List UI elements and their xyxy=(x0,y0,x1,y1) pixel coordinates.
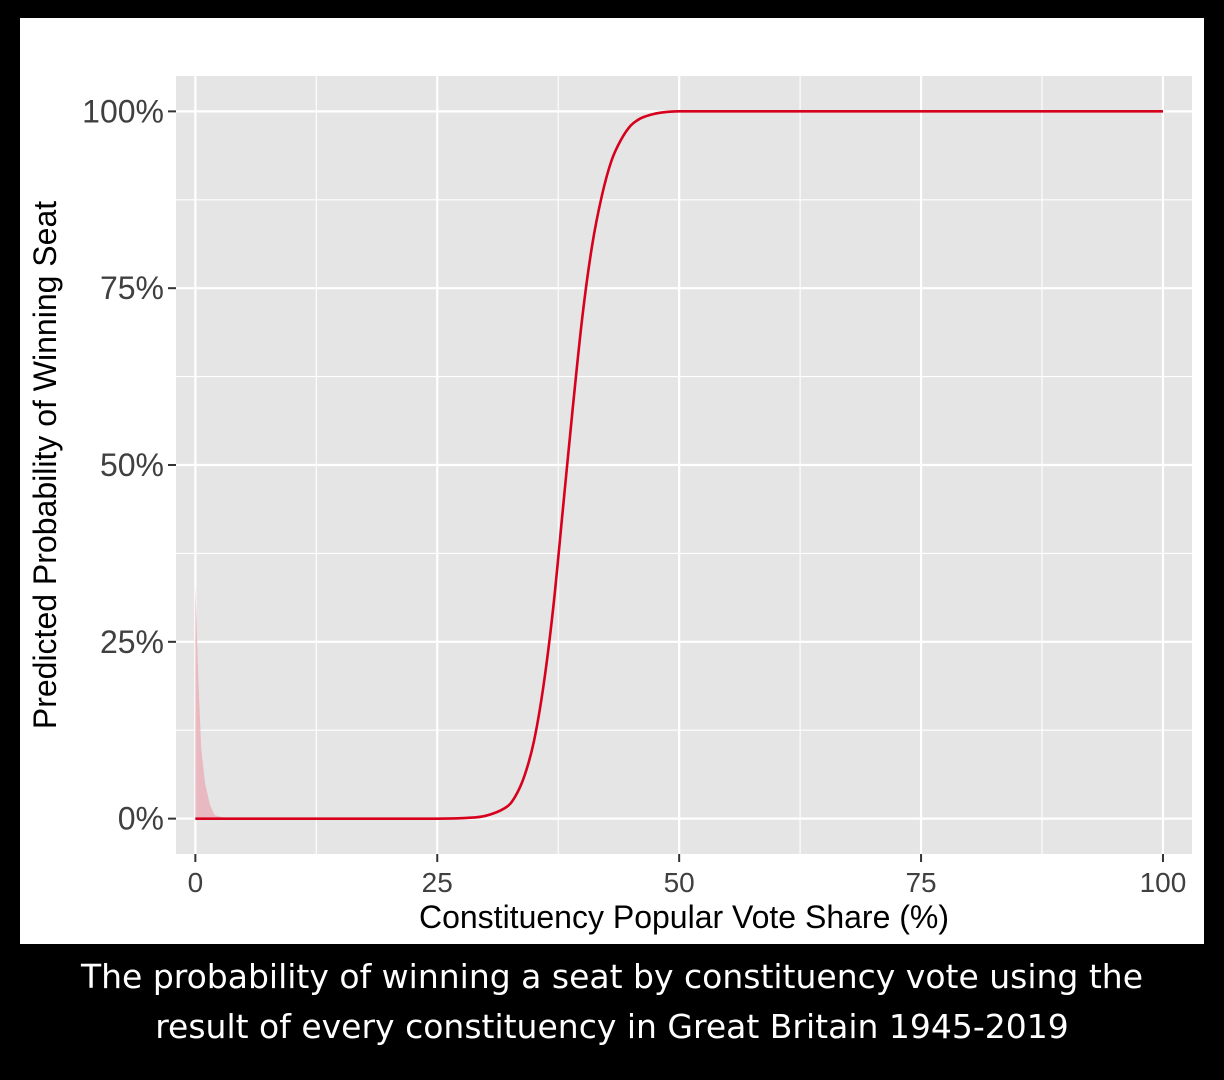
x-tick-label: 25 xyxy=(422,867,453,898)
y-axis-label: Predicted Probability of Winning Seat xyxy=(27,201,63,729)
x-tick-label: 75 xyxy=(905,867,936,898)
series-line xyxy=(195,110,1163,820)
figure-caption: The probability of winning a seat by con… xyxy=(0,944,1224,1080)
x-tick-label: 0 xyxy=(188,867,204,898)
x-tick-label: 50 xyxy=(664,867,695,898)
confidence-ribbon xyxy=(195,585,293,819)
chart: 0 25 50 75 100 0% 25% 50% 75% 100% Constituency … xyxy=(27,76,1192,935)
chart-frame: 0 25 50 75 100 0% 25% 50% 75% 100% Constituency … xyxy=(20,18,1204,944)
caption-line-2: result of every constituency in Great Br… xyxy=(155,1007,1069,1046)
y-tick-label: 25% xyxy=(100,624,164,660)
caption-line-1: The probability of winning a seat by con… xyxy=(80,957,1144,996)
y-axis-ticks: 0% 25% 50% 75% 100% xyxy=(82,93,176,837)
y-tick-label: 75% xyxy=(100,270,164,306)
x-axis-label: Constituency Popular Vote Share (%) xyxy=(419,899,949,935)
x-tick-label: 100 xyxy=(1140,867,1187,898)
y-tick-label: 50% xyxy=(100,447,164,483)
y-tick-label: 0% xyxy=(118,801,164,837)
y-tick-label: 100% xyxy=(82,93,164,129)
major-gridlines xyxy=(176,76,1192,854)
x-axis-ticks: 0 25 50 75 100 xyxy=(188,854,1187,898)
